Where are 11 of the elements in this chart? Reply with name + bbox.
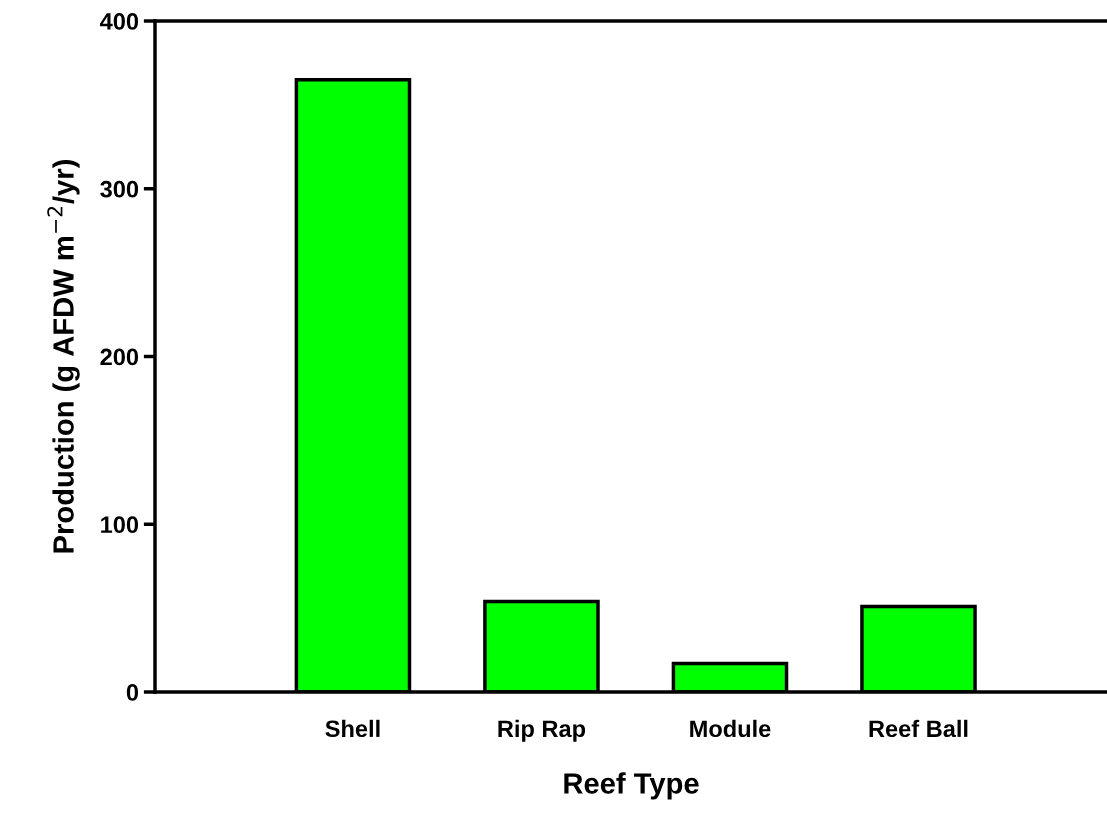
y-tick-label: 300 — [100, 180, 139, 198]
y-axis-title: Production (g AFDW m$^{−2}$/yr) — [47, 160, 80, 553]
x-tick-label: Rip Rap — [498, 719, 586, 742]
y-tick-label: 100 — [101, 516, 139, 534]
x-tick-label: Module — [690, 719, 771, 738]
y-tick-label: 200 — [100, 348, 139, 366]
x-tick-label: Shell — [325, 719, 380, 738]
x-axis-title: Reef Type — [564, 772, 699, 800]
x-tick-label: Reef Ball — [869, 719, 968, 738]
y-tick-label: 0 — [126, 684, 139, 701]
y-tick-label: 400 — [100, 13, 139, 30]
